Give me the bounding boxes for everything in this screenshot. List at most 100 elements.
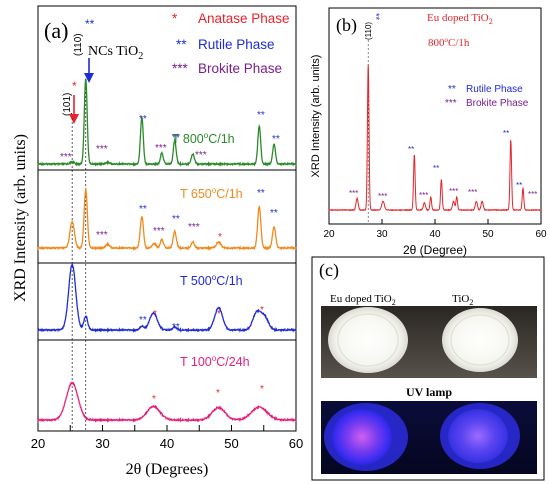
marker-b-brookite-6: ***: [528, 190, 537, 199]
marker-800-brookite-2: ***: [96, 144, 108, 155]
panel-a-x-label: 2θ (Degrees): [126, 461, 209, 478]
legend-rutile-marker: **: [176, 37, 187, 52]
plane-label-110: (110): [73, 33, 84, 56]
marker-500-anatase-1: *: [153, 309, 157, 320]
panel-b-x-label: 2θ (Degree): [403, 243, 467, 257]
marker-800-rutile-1: **: [139, 114, 147, 125]
marker-100-anatase-1: *: [152, 394, 156, 405]
trace-500C: [37, 262, 297, 334]
marker-b-rutile-2: **: [433, 164, 439, 173]
panel-b-x-tick-label-50: 50: [482, 229, 494, 240]
marker-800-rutile-2: **: [172, 133, 180, 144]
panel-a-material-label: NCs TiO2: [88, 44, 143, 62]
photo-label-tio2: TiO2: [452, 293, 473, 307]
panel-a: (a) NCs TiO2 * Anatase Phase ** Rutile P…: [12, 5, 303, 478]
marker-650-brookite-3: ***: [188, 222, 200, 233]
legend-anatase-label: Anatase Phase: [198, 11, 290, 26]
legend-brokite-label: Brokite Phase: [198, 61, 282, 76]
marker-800-rutile-3: **: [257, 110, 265, 121]
panel-a-letter: (a): [44, 18, 68, 43]
panel-a-x-tick-label-30: 30: [95, 436, 109, 451]
marker-650-rutile-2: **: [172, 214, 180, 225]
marker-500-anatase-3: *: [260, 305, 264, 316]
trace-label-100C: T 100oC/24h: [180, 354, 250, 369]
legend-anatase-marker: *: [172, 11, 178, 26]
plane-110-rutile-stars: **: [85, 17, 95, 31]
panel-c: (c) Eu doped TiO2 TiO2 UV lamp: [311, 256, 545, 481]
marker-500-rutile-1: **: [139, 315, 147, 326]
panel-b-legend-brokite-marker: ***: [445, 98, 457, 109]
daylight-vial-eu-doped: [328, 307, 408, 373]
panel-b: (b) Eu doped TiO2 800oC/1h (110) ** ** R…: [310, 7, 547, 257]
marker-800-brookite-3: ***: [155, 143, 167, 154]
marker-b-brookite-1: ***: [349, 189, 358, 198]
daylight-photo: [321, 306, 537, 378]
marker-800-brookite-4: ***: [195, 150, 207, 161]
uv-vial-tio2: [448, 409, 508, 463]
panel-a-x-axis: 20 30 40 50 60: [31, 425, 303, 451]
legend-brokite-marker: ***: [172, 61, 189, 76]
uv-vial-eu-doped: [332, 409, 392, 465]
panel-b-letter: (b): [336, 15, 357, 36]
photo-label-uv-lamp: UV lamp: [406, 385, 452, 399]
marker-650-brookite-2: ***: [153, 226, 165, 237]
phase-markers-b: *** *** ** *** ** *** *** ** ** ***: [349, 129, 537, 201]
arrow-110-head: [84, 73, 94, 83]
panel-b-trace: [328, 64, 542, 212]
daylight-vial-tio2: [442, 308, 518, 372]
marker-100-anatase-2: *: [216, 388, 220, 399]
panel-c-letter: (c): [319, 260, 339, 281]
marker-b-brookite-3: ***: [419, 191, 428, 200]
trace-label-650C: T 650oC/1h: [180, 186, 243, 201]
marker-b-rutile-4: **: [516, 181, 522, 190]
marker-650-rutile-4: **: [270, 208, 278, 219]
plane-label-101: (101): [62, 93, 73, 116]
plane-101-anatase-star: *: [72, 79, 77, 93]
marker-650-anatase-1: *: [218, 232, 222, 243]
trace-label-800C: T 800oC/1h: [172, 131, 235, 146]
panel-b-legend: ** Rutile Phase *** Brokite Phase: [445, 84, 529, 109]
panel-b-x-tick-label-40: 40: [429, 229, 441, 240]
panel-a-x-tick-label-60: 60: [289, 436, 303, 451]
panel-a-legend: * Anatase Phase ** Rutile Phase *** Brok…: [172, 11, 290, 76]
panel-b-plane-110-stars: **: [371, 13, 381, 21]
marker-650-rutile-3: **: [257, 188, 265, 199]
panel-a-x-tick-label-50: 50: [224, 436, 238, 451]
marker-800-brookite-1: ***: [60, 152, 72, 163]
panel-a-y-label: XRD Intensity (arb. units): [12, 134, 29, 302]
marker-500-rutile-2: **: [172, 322, 180, 333]
marker-800-rutile-4: **: [272, 134, 280, 145]
trace-100C: [37, 381, 297, 424]
marker-b-rutile-3: **: [503, 129, 509, 138]
panel-b-subtitle: 800oC/1h: [428, 36, 470, 49]
trace-650C: [37, 187, 297, 252]
panel-b-x-tick-label-60: 60: [535, 229, 547, 240]
uv-photo: [321, 401, 537, 474]
trace-800C: [37, 78, 297, 168]
panel-b-legend-rutile-label: Rutile Phase: [466, 84, 523, 95]
marker-b-brookite-4: ***: [449, 187, 458, 196]
marker-b-brookite-2: ***: [378, 192, 387, 201]
panel-b-legend-brokite-label: Brokite Phase: [466, 98, 529, 109]
legend-rutile-label: Rutile Phase: [198, 37, 275, 52]
phase-markers-a: *** *** ** *** ** *** ** ** *** ** *** *…: [60, 110, 280, 405]
photo-label-eu-doped: Eu doped TiO2: [330, 293, 396, 307]
marker-b-brookite-5: ***: [468, 188, 477, 197]
daylight-vial-eu-doped-rim: [337, 313, 399, 367]
daylight-vial-tio2-rim: [450, 314, 510, 366]
panel-b-y-label: XRD Intensity (arb. units): [310, 55, 322, 178]
marker-500-anatase-2: *: [217, 309, 221, 320]
panel-b-x-tick-label-30: 30: [376, 229, 388, 240]
panel-b-plane-110: (110): [364, 22, 373, 40]
marker-650-brookite-1: ***: [96, 230, 108, 241]
panel-a-x-tick-label-40: 40: [160, 436, 174, 451]
panel-b-x-axis: 20 30 40 50 60: [323, 219, 547, 240]
marker-650-rutile-1: **: [139, 204, 147, 215]
panel-b-legend-rutile-marker: **: [448, 84, 456, 95]
trace-label-500C: T 500oC/1h: [180, 273, 243, 288]
arrow-101-head: [69, 114, 79, 124]
panel-b-title: Eu doped TiO2: [427, 12, 493, 26]
marker-100-anatase-3: *: [260, 384, 264, 395]
panel-b-x-tick-label-20: 20: [323, 229, 335, 240]
marker-b-rutile-1: **: [408, 145, 414, 154]
